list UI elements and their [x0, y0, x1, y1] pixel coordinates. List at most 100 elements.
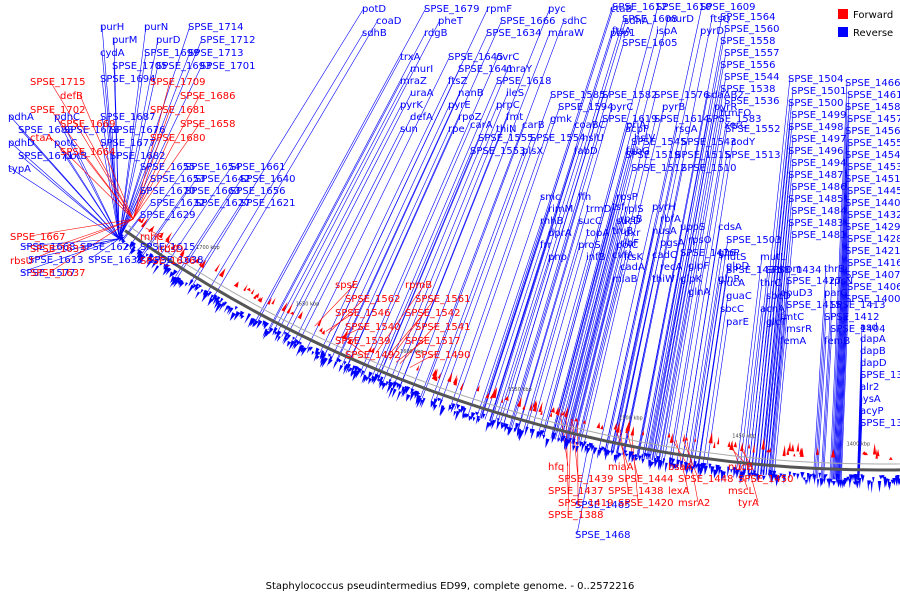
- label-connector: [753, 89, 794, 475]
- reverse-gene-feature: [819, 479, 825, 486]
- reverse-gene-feature: [350, 370, 356, 378]
- reverse-gene-feature: [542, 434, 546, 440]
- label-connector: [494, 136, 585, 423]
- reverse-gene-feature: [730, 469, 733, 474]
- legend: Forward Reverse: [838, 9, 893, 39]
- reverse-gene-feature: [710, 466, 715, 476]
- reverse-gene-label: SPSE_1682: [110, 151, 166, 162]
- label-connector: [79, 122, 134, 220]
- reverse-gene-feature: [379, 380, 384, 389]
- label-connector: [132, 94, 201, 220]
- reverse-gene-label: mraZ: [400, 76, 427, 87]
- reverse-gene-feature: [830, 479, 833, 484]
- forward-gene-label: rbsD: [160, 244, 184, 255]
- reverse-gene-feature: [460, 405, 466, 414]
- forward-gene-feature: [171, 243, 177, 250]
- label-connector: [65, 154, 120, 239]
- forward-gene-label: SPSE_1444: [618, 474, 674, 485]
- reverse-gene-label: SPSE_1642: [195, 174, 251, 185]
- reverse-gene-feature: [299, 341, 303, 346]
- reverse-gene-label: SPSE_1693: [156, 61, 212, 72]
- forward-gene-feature: [556, 405, 561, 416]
- label-connector: [835, 201, 848, 480]
- label-connector: [328, 297, 366, 334]
- forward-gene-feature: [717, 436, 720, 445]
- forward-gene-feature: [713, 441, 716, 449]
- forward-gene-feature: [540, 410, 543, 416]
- reverse-gene-feature: [433, 404, 438, 412]
- label-connector: [268, 31, 427, 330]
- reverse-gene-label: potB: [64, 151, 87, 162]
- label-connector: [212, 19, 379, 299]
- reverse-gene-feature: [664, 462, 668, 473]
- forward-gene-feature: [194, 257, 200, 264]
- label-connector: [763, 197, 791, 475]
- label-connector: [385, 311, 426, 359]
- label-connector: [838, 273, 848, 480]
- label-connector: [552, 205, 615, 439]
- forward-gene-feature: [149, 225, 155, 233]
- forward-gene-feature: [613, 422, 617, 430]
- reverse-gene-feature: [145, 253, 149, 257]
- reverse-gene-feature: [265, 330, 271, 337]
- label-connector: [541, 5, 659, 437]
- reverse-gene-label: coaD: [376, 16, 402, 27]
- reverse-gene-label: rnhB: [540, 216, 564, 227]
- reverse-gene-label: pyrB: [662, 102, 685, 113]
- label-connector: [101, 77, 120, 239]
- label-connector: [742, 307, 763, 473]
- reverse-gene-feature: [214, 302, 223, 314]
- reverse-gene-label: SPSE_1465: [575, 500, 631, 511]
- reverse-gene-label: acnA: [760, 304, 785, 315]
- label-connector: [612, 29, 703, 453]
- forward-gene-label: SPSE_1517: [405, 336, 461, 347]
- label-connector: [65, 128, 120, 239]
- label-connector: [49, 218, 134, 273]
- reverse-gene-feature: [562, 435, 566, 442]
- forward-gene-feature: [476, 384, 480, 392]
- reverse-gene-label: SPSE_1407: [845, 270, 900, 281]
- forward-gene-feature: [452, 374, 458, 384]
- reverse-gene-label: ribF: [620, 238, 639, 249]
- reverse-gene-label: cydA: [100, 48, 125, 59]
- reverse-gene-feature: [440, 406, 446, 417]
- reverse-gene-feature: [723, 471, 726, 481]
- forward-gene-label: SPSE_1636: [140, 256, 196, 267]
- reverse-gene-label: SPSE_1576: [654, 90, 710, 101]
- label-connector: [276, 19, 441, 335]
- reverse-gene-label: SPSE_1400: [845, 294, 900, 305]
- forward-gene-feature: [500, 398, 503, 403]
- reverse-gene-feature: [813, 474, 817, 485]
- reverse-gene-feature: [145, 258, 154, 269]
- forward-gene-feature: [437, 372, 441, 379]
- reverse-gene-label: acyP: [860, 406, 884, 417]
- reverse-gene-feature: [703, 465, 708, 476]
- reverse-gene-feature: [823, 474, 827, 485]
- reverse-gene-feature: [272, 327, 278, 336]
- reverse-gene-feature: [367, 371, 373, 380]
- reverse-gene-label: sdaAB2: [706, 90, 744, 101]
- forward-gene-feature: [517, 396, 522, 408]
- forward-gene-feature: [271, 297, 276, 305]
- reverse-gene-label: SPSE_1671: [18, 151, 74, 162]
- reverse-gene-feature: [179, 281, 185, 288]
- label-connector: [610, 253, 655, 453]
- forward-gene-feature: [625, 419, 630, 432]
- reverse-gene-feature: [253, 319, 259, 327]
- reverse-gene-feature: [851, 474, 855, 482]
- reverse-gene-label: SPSE_1503: [726, 235, 782, 246]
- label-connector: [757, 149, 791, 475]
- label-connector: [658, 75, 727, 462]
- label-connector: [668, 123, 727, 464]
- label-connector: [122, 201, 153, 242]
- reverse-gene-feature: [697, 463, 702, 476]
- reverse-gene-feature: [569, 437, 573, 444]
- reverse-gene-feature: [388, 381, 394, 392]
- reverse-gene-label: pdhA: [8, 112, 34, 123]
- forward-gene-feature: [258, 296, 263, 303]
- label-connector: [49, 108, 134, 220]
- reverse-gene-feature: [130, 241, 137, 248]
- reverse-gene-label: SPSE_1412: [824, 312, 880, 323]
- label-connector: [663, 99, 727, 463]
- reverse-gene-label: pyrE: [448, 100, 471, 111]
